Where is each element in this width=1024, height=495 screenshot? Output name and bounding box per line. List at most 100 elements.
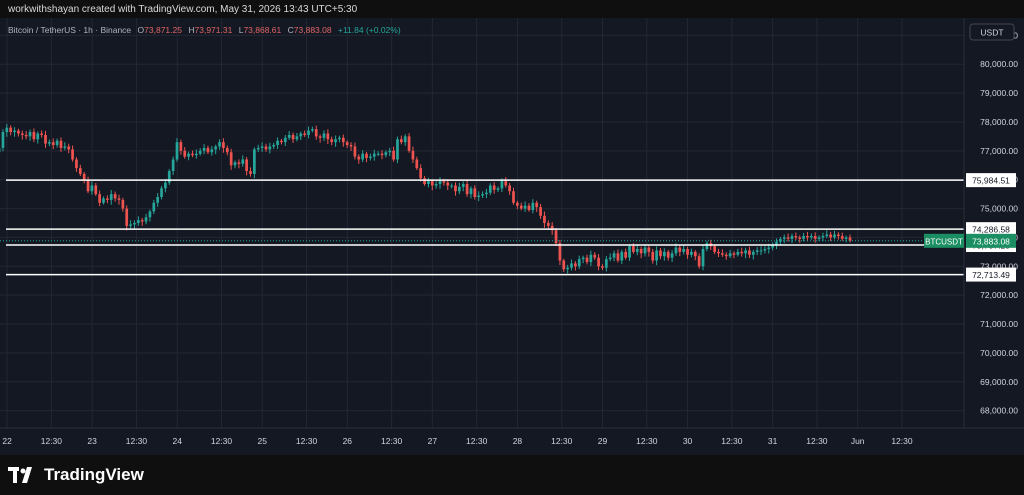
tradingview-brand: TradingView: [44, 465, 144, 484]
candle-body: [202, 147, 206, 151]
candle-body: [260, 146, 264, 148]
legend-close-label: C: [288, 25, 294, 35]
candle-body: [821, 235, 825, 238]
currency-badge[interactable]: USDT: [969, 23, 1015, 41]
candle-body: [291, 134, 295, 140]
candle-body: [523, 205, 527, 209]
candle-body: [454, 185, 457, 192]
x-tick-label: 12:30: [296, 436, 318, 446]
candle-body: [214, 146, 218, 150]
candle-body: [419, 168, 423, 179]
candle-body: [558, 243, 562, 261]
y-tick-label: 68,000.00: [980, 406, 1018, 416]
candle-body: [415, 159, 419, 169]
candle-body: [341, 137, 345, 143]
candle-body: [102, 198, 105, 203]
candle-body: [24, 134, 28, 137]
time-axis[interactable]: 22 12:30 23 12:30 24 12:30 25 12:30 26 12:30 27 12:…: [2, 436, 913, 446]
legend-symbol: Bitcoin / TetherUS · 1h · Binance: [8, 25, 131, 35]
candle-body: [264, 146, 268, 150]
candle-body: [276, 140, 279, 146]
candle-body: [624, 251, 628, 258]
candle-body: [837, 234, 840, 236]
candle-body: [121, 199, 125, 209]
grid-lines: [0, 18, 964, 428]
candle-body: [732, 253, 736, 255]
candle-body: [539, 207, 542, 216]
candle-body: [682, 248, 686, 252]
level-badge-label: 75,984.51: [972, 176, 1010, 186]
candle-body: [848, 237, 852, 241]
legend-high-label: H: [188, 25, 194, 35]
candle-body: [156, 197, 160, 203]
candle-body: [9, 127, 13, 133]
candle-body: [334, 139, 337, 143]
candle-body: [442, 181, 446, 183]
candle-body: [399, 139, 403, 143]
candle-body: [713, 246, 716, 252]
level-badge: [966, 222, 1016, 237]
symbol-badge: [924, 233, 964, 248]
candle-body: [662, 251, 666, 257]
candle-body: [369, 156, 372, 159]
legend-low-label: L: [239, 25, 244, 35]
candle-body: [550, 225, 554, 231]
candle-body: [299, 133, 303, 137]
candle-body: [844, 237, 848, 239]
candle-body: [616, 253, 620, 261]
x-tick-label: 22: [2, 436, 12, 446]
candle-body: [353, 146, 357, 157]
candle-body: [721, 253, 724, 255]
candle-body: [469, 188, 473, 195]
candle-body: [481, 194, 484, 196]
candle-body: [372, 153, 376, 157]
candle-body: [438, 181, 442, 185]
y-tick-label: 78,000.00: [980, 117, 1018, 127]
chart-header: workwithshayan created with TradingView.…: [0, 0, 1024, 18]
x-tick-label: 12:30: [466, 436, 488, 446]
symbol-badge-label: BTCUSDT: [925, 237, 963, 246]
y-tick-label: 75,000.00: [980, 204, 1018, 214]
last-price-label: 73,883.08: [972, 236, 1010, 246]
candle-body: [307, 130, 310, 135]
candle-body: [318, 136, 322, 138]
candle-body: [806, 235, 809, 238]
candle-body: [782, 237, 786, 239]
candle-body: [628, 246, 631, 258]
x-tick-label: 12:30: [126, 436, 148, 446]
candle-body: [786, 237, 790, 239]
horizontal-levels[interactable]: [0, 179, 964, 276]
candle-body: [5, 127, 9, 133]
candle-body: [140, 220, 144, 222]
level-badge-label: 72,713.49: [972, 270, 1010, 280]
candle-body: [724, 254, 728, 257]
candle-body: [651, 251, 655, 261]
candle-body: [32, 132, 36, 140]
tradingview-logo[interactable]: TradingView: [8, 465, 144, 485]
ohlc-legend: Bitcoin / TetherUS · 1h · Binance O73,87…: [8, 25, 401, 35]
y-tick-label: 72,000.00: [980, 290, 1018, 300]
candle-body: [40, 133, 43, 135]
candle-body: [516, 202, 519, 206]
candle-body: [338, 137, 341, 140]
candle-body: [90, 185, 94, 192]
y-tick-label: 70,000.00: [980, 348, 1018, 358]
candle-body: [744, 250, 747, 254]
candle-body: [249, 171, 252, 174]
candle-body: [543, 215, 546, 223]
candle-body: [535, 202, 539, 208]
candlestick-chart[interactable]: 68,000.00 69,000.00 70,000.00 71,000.00 72,0…: [0, 18, 1024, 455]
candle-body: [581, 257, 585, 260]
candle-body: [183, 150, 187, 157]
candle-body: [272, 145, 276, 147]
candle-body: [51, 142, 55, 146]
candle-body: [458, 186, 461, 192]
last-price-badge: [966, 233, 1016, 248]
candle-body: [222, 142, 225, 148]
candle-body: [666, 251, 670, 258]
candle-body: [647, 247, 651, 252]
y-tick-label: 73,000.00: [980, 261, 1018, 271]
candle-body: [566, 267, 570, 270]
candle-body: [771, 244, 774, 248]
candle-body: [601, 266, 604, 268]
